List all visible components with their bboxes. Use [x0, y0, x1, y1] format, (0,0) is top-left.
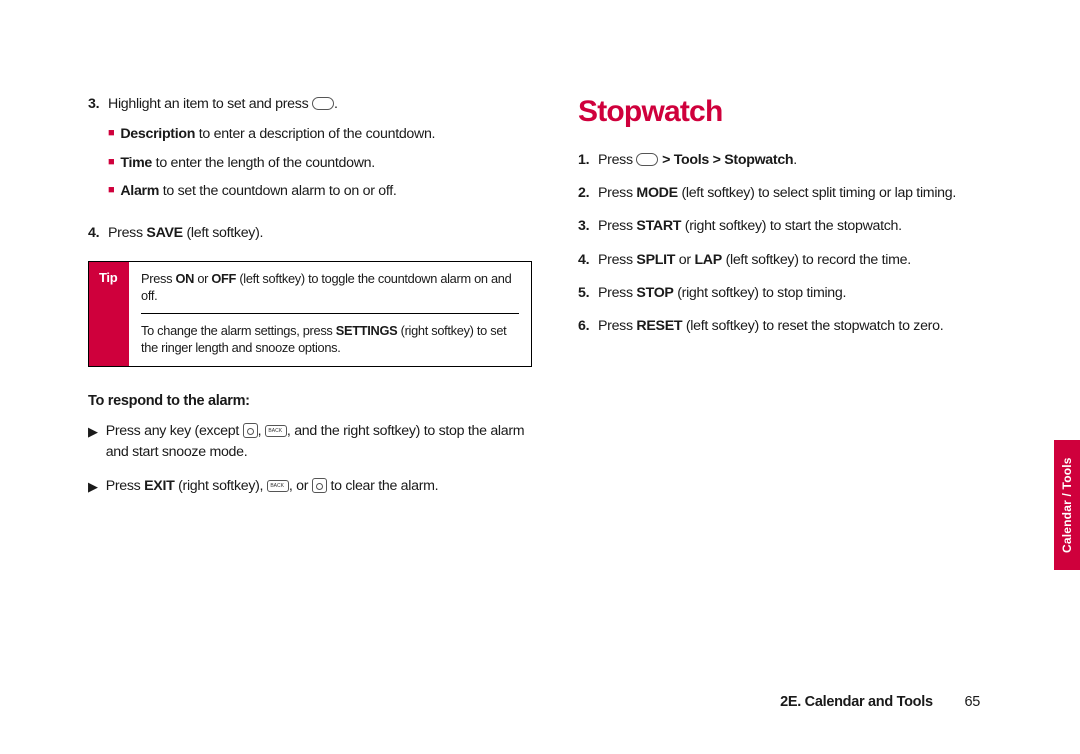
page-footer: 2E. Calendar and Tools 65 [780, 694, 980, 710]
step-text: Press STOP (right softkey) to stop timin… [598, 284, 1022, 303]
step-number: 5. [578, 284, 598, 303]
step-number: 4. [578, 251, 598, 270]
tip-box: Tip Press ON or OFF (left softkey) to to… [88, 261, 532, 367]
right-column: Stopwatch 1. Press > Tools > Stopwatch. … [578, 95, 1022, 511]
bold: SAVE [146, 225, 182, 241]
square-bullet-icon: ■ [108, 183, 114, 202]
text: Press [108, 225, 146, 241]
step-number: 1. [578, 151, 598, 170]
left-column: 3. Highlight an item to set and press . … [88, 95, 532, 511]
step-3: 3. Highlight an item to set and press . … [88, 95, 532, 210]
respond-item-1: ▶ Press any key (except , , and the righ… [88, 421, 532, 462]
square-bullet-icon: ■ [108, 126, 114, 145]
step-text: Press START (right softkey) to start the… [598, 217, 1022, 236]
triangle-bullet-icon: ▶ [88, 423, 98, 462]
bullet-time: ■ Time to enter the length of the countdo… [108, 153, 532, 174]
steps-left: 3. Highlight an item to set and press . … [88, 95, 532, 243]
respond-list: ▶ Press any key (except , , and the righ… [88, 421, 532, 497]
step-6: 6. Press RESET (left softkey) to reset t… [578, 317, 1022, 336]
text: to enter the length of the countdown. [152, 155, 375, 171]
bold: Time [120, 155, 152, 171]
side-tab: Calendar / Tools [1054, 440, 1080, 570]
step-text: Press SPLIT or LAP (left softkey) to rec… [598, 251, 1022, 270]
text: to enter a description of the countdown. [195, 126, 435, 142]
back-key-icon [267, 480, 289, 492]
triangle-bullet-icon: ▶ [88, 478, 98, 497]
step-number: 6. [578, 317, 598, 336]
step-number: 2. [578, 184, 598, 203]
bullet-alarm: ■ Alarm to set the countdown alarm to on … [108, 181, 532, 202]
divider [141, 313, 519, 314]
step-1: 1. Press > Tools > Stopwatch. [578, 151, 1022, 170]
text: Press any key (except , , and the right … [106, 421, 532, 462]
bullet-description: ■ Description to enter a description of t… [108, 124, 532, 145]
respond-item-2: ▶ Press EXIT (right softkey), , or to cl… [88, 476, 532, 497]
step-number: 3. [578, 217, 598, 236]
step-4: 4. Press SAVE (left softkey). [88, 224, 532, 243]
page-spread: 3. Highlight an item to set and press . … [0, 0, 1080, 551]
back-key-icon [265, 425, 287, 437]
step-text: Press SAVE (left softkey). [108, 224, 532, 243]
text: Press EXIT (right softkey), , or to clea… [106, 476, 439, 497]
bold: Description [120, 126, 195, 142]
text: Highlight an item to set and press [108, 96, 312, 112]
step-3: 3. Press START (right softkey) to start … [578, 217, 1022, 236]
tip-content: Press ON or OFF (left softkey) to toggle… [129, 262, 531, 366]
page-number: 65 [964, 694, 980, 710]
ok-key-icon [312, 97, 334, 110]
section-heading: Stopwatch [578, 95, 1022, 129]
step-text: Highlight an item to set and press . ■ De… [108, 95, 532, 210]
end-key-icon [243, 423, 258, 438]
sub-bullets: ■ Description to enter a description of t… [108, 124, 532, 202]
footer-section: 2E. Calendar and Tools [780, 694, 933, 710]
bold: Alarm [120, 183, 159, 199]
text: (left softkey). [183, 225, 263, 241]
step-text: Press RESET (left softkey) to reset the … [598, 317, 1022, 336]
end-key-icon [312, 478, 327, 493]
step-4: 4. Press SPLIT or LAP (left softkey) to … [578, 251, 1022, 270]
step-number: 3. [88, 95, 108, 210]
step-5: 5. Press STOP (right softkey) to stop ti… [578, 284, 1022, 303]
step-text: Press > Tools > Stopwatch. [598, 151, 1022, 170]
respond-heading: To respond to the alarm: [88, 393, 532, 409]
text: . [334, 96, 338, 112]
tip-label: Tip [89, 262, 129, 366]
step-text: Press MODE (left softkey) to select spli… [598, 184, 1022, 203]
step-2: 2. Press MODE (left softkey) to select s… [578, 184, 1022, 203]
tip-para-1: Press ON or OFF (left softkey) to toggle… [141, 270, 519, 305]
ok-key-icon [636, 153, 658, 166]
stopwatch-steps: 1. Press > Tools > Stopwatch. 2. Press M… [578, 151, 1022, 336]
step-number: 4. [88, 224, 108, 243]
text: to set the countdown alarm to on or off. [159, 183, 396, 199]
square-bullet-icon: ■ [108, 155, 114, 174]
tip-para-2: To change the alarm settings, press SETT… [141, 322, 519, 357]
